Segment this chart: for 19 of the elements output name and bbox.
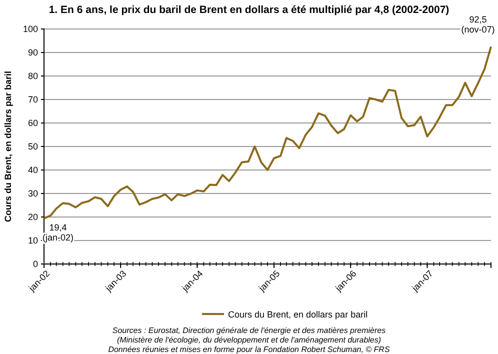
y-tick-label: 40 [28, 164, 38, 175]
annotation: 92,5 (nov-07) [461, 14, 495, 35]
y-tick-label: 20 [28, 212, 38, 222]
y-tick-label: 60 [28, 118, 38, 128]
line-series [43, 46, 492, 220]
y-tick-label: 100 [22, 24, 38, 34]
y-tick-label: 90 [28, 47, 38, 58]
text: (Ministère de l'écologie, du développement et de l'aménagement durables) [116, 336, 382, 344]
y-tick-label: 0 [32, 258, 38, 269]
legend-label: Cours du Brent, en dollars par baril [228, 310, 368, 320]
y-tick-label: 50 [28, 141, 38, 152]
y-axis-title: Cours du Brent, en dollars par baril [3, 70, 13, 222]
source-note: Sources : Eurostat, Direction générale de l'énergie et des matières premières [112, 326, 386, 335]
text: Données réunies et mises en forme pour la Fondation Robert Schuman, © FRS [108, 345, 390, 354]
chart-title: 1. En 6 ans, le prix du baril de Brent en dollars a été multiplié par 4,8 (2002-2007) [48, 4, 450, 16]
y-tick-label: 10 [28, 235, 38, 246]
y-tick-label: 80 [28, 70, 38, 81]
y-tick-label: 70 [28, 94, 38, 104]
y-tick-label: 30 [28, 188, 38, 198]
